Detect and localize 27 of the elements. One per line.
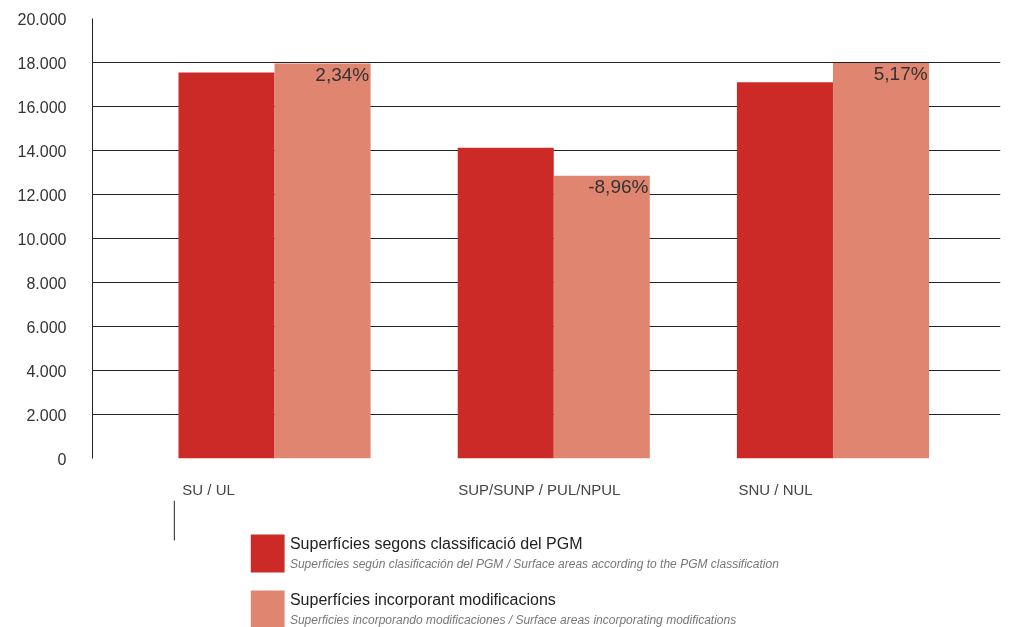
x-tick-label: SNU / NUL [738,480,813,498]
bar [274,63,371,459]
y-tick-label: 10.000 [17,230,67,248]
y-tick-label: 18.000 [17,54,67,72]
y-tick-label: 6.000 [26,318,67,336]
bar [457,147,554,459]
y-tick-label: 2.000 [26,406,67,424]
x-tick-label: SU / UL [182,480,235,498]
x-tick-label: SUP/SUNP / PUL/NPUL [458,480,621,498]
bar [736,82,833,459]
y-tick-label: 14.000 [17,142,67,160]
y-tick-label: 20.000 [17,10,67,28]
y-tick-label: 12.000 [17,186,67,204]
y-tick-label: 16.000 [17,98,67,116]
text: Superficies según clasificación del PGM / Surface areas according to the PGM classification [289,556,780,571]
y-tick-label: 4.000 [26,362,67,380]
annotation: -8,96% [588,175,649,197]
bar [553,175,650,459]
annotation: 2,34% [315,63,370,85]
bar [178,72,275,459]
legend-label: Superfícies incorporant modificacions [289,591,556,608]
bar [832,62,930,459]
annotation: 5,17% [873,62,928,84]
y-tick-label: 8.000 [26,274,67,292]
text: Superficies incorporando modificaciones / Surface areas incorporating modifications [289,612,737,627]
legend-label: Superfícies segons classificació del PGM [289,535,583,552]
y-tick-label: 0 [57,450,67,468]
